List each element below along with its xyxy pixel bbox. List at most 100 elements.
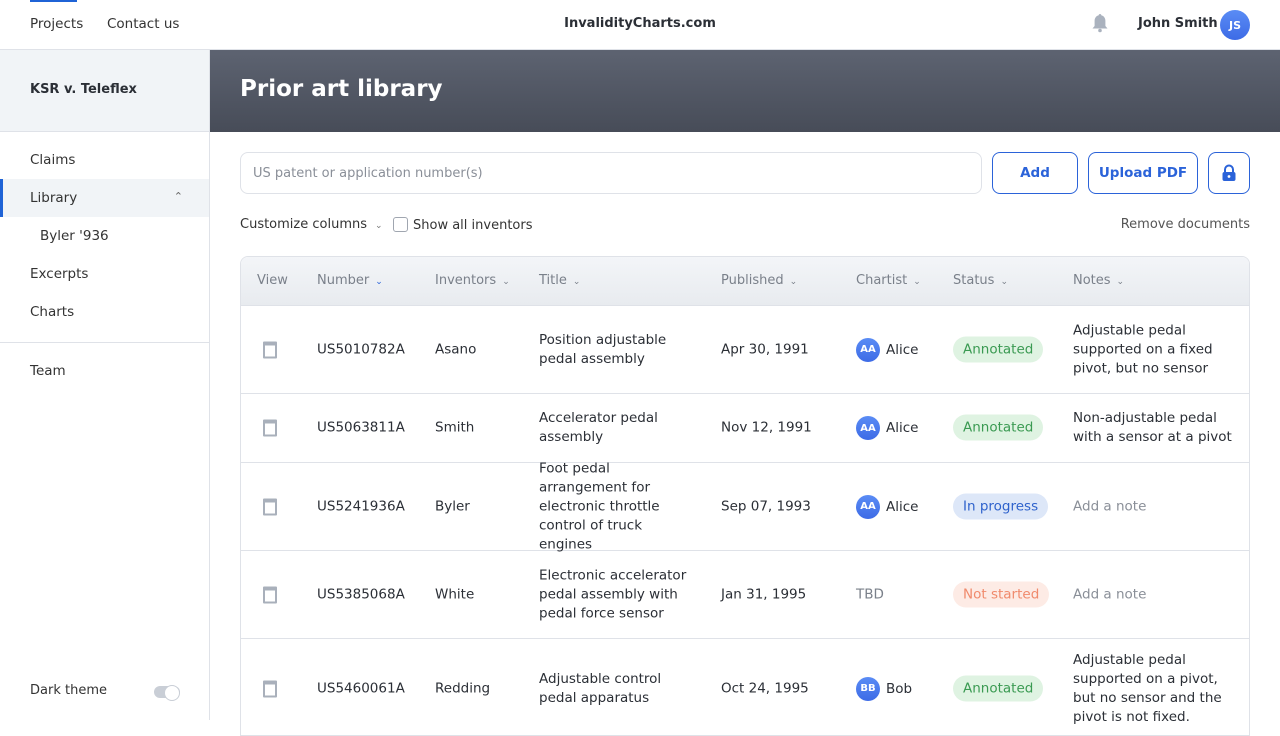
chevron-down-icon: ⌄ — [502, 277, 510, 287]
status-badge[interactable]: Annotated — [953, 675, 1044, 701]
chartist-avatar: AA — [856, 337, 880, 362]
column-header-label: Notes — [1073, 273, 1111, 288]
inventors-cell: Byler — [435, 498, 470, 514]
customize-columns-dropdown[interactable]: Customize columns ⌄ — [240, 217, 383, 232]
document-icon[interactable] — [263, 341, 277, 358]
document-icon[interactable] — [263, 586, 277, 603]
column-header-notes[interactable]: Notes ⌄ — [1073, 273, 1124, 288]
sidebar-item-label: Team — [30, 363, 66, 379]
chartist-cell[interactable]: AA Alice — [856, 416, 918, 440]
inventors-cell: Redding — [435, 680, 491, 696]
chartist-cell[interactable]: BB Bob — [856, 676, 912, 701]
customize-columns-label: Customize columns — [240, 217, 367, 232]
column-header-title[interactable]: Title ⌄ — [539, 273, 580, 288]
chartist-avatar: AA — [856, 416, 880, 440]
dark-theme-label: Dark theme — [30, 683, 107, 698]
lock-button[interactable] — [1208, 152, 1250, 194]
inventors-cell: White — [435, 586, 475, 602]
column-header-label: Title — [539, 273, 567, 288]
checkbox-box[interactable] — [393, 217, 408, 232]
notes-cell[interactable]: Add a note — [1073, 586, 1147, 602]
status-cell: In progress — [953, 493, 1073, 519]
column-header-label: Chartist — [856, 273, 908, 288]
view-cell[interactable] — [263, 341, 283, 358]
view-cell[interactable] — [263, 680, 283, 697]
number-cell: US5010782A — [317, 341, 405, 357]
document-icon[interactable] — [263, 680, 277, 697]
page-header: Prior art library — [210, 50, 1280, 132]
column-header-label: Status — [953, 273, 995, 288]
sidebar-item-excerpts[interactable]: Excerpts — [0, 255, 209, 293]
status-cell: Not started — [953, 581, 1073, 607]
sidebar-item-byler-936[interactable]: Byler '936 — [0, 217, 209, 255]
page-title: Prior art library — [240, 76, 443, 102]
notes-cell[interactable]: Non-adjustable pedal with a sensor at a … — [1073, 410, 1232, 445]
sidebar-item-label: Excerpts — [30, 266, 89, 282]
status-badge[interactable]: Annotated — [953, 336, 1044, 362]
published-cell: Nov 12, 1991 — [721, 419, 812, 436]
status-badge[interactable]: In progress — [953, 493, 1049, 519]
show-all-inventors-checkbox[interactable]: Show all inventors — [393, 217, 532, 233]
table-row[interactable]: US5063811A Smith Accelerator pedal assembl… — [241, 394, 1249, 463]
bell-icon[interactable] — [1091, 13, 1109, 33]
column-header-published[interactable]: Published ⌄ — [721, 273, 797, 288]
sidebar-item-label: Charts — [30, 304, 75, 320]
chartist-cell[interactable]: AA Alice — [856, 494, 918, 519]
status-cell: Annotated — [953, 675, 1073, 701]
user-avatar[interactable]: JS — [1220, 10, 1250, 40]
sidebar-item-charts[interactable]: Charts — [0, 293, 209, 331]
column-header-label: Number — [317, 273, 370, 288]
table-row[interactable]: US5460061A Redding Adjustable control peda… — [241, 639, 1249, 735]
sidebar: KSR v. Teleflex Claims Library ⌃ Byler '9… — [0, 50, 210, 720]
number-cell: US5460061A — [317, 680, 405, 696]
nav-projects[interactable]: Projects — [30, 16, 84, 32]
remove-documents-link[interactable]: Remove documents — [1120, 217, 1250, 232]
document-icon[interactable] — [263, 498, 277, 515]
column-header-status[interactable]: Status ⌄ — [953, 273, 1008, 288]
title-cell: Position adjustable pedal assembly — [539, 331, 667, 367]
sidebar-item-library[interactable]: Library ⌃ — [0, 179, 209, 217]
patent-number-input[interactable] — [240, 152, 982, 194]
published-cell: Apr 30, 1991 — [721, 341, 809, 357]
sidebar-item-team[interactable]: Team — [0, 352, 209, 390]
status-cell: Annotated — [953, 414, 1073, 441]
status-badge[interactable]: Annotated — [953, 414, 1044, 441]
column-header-label: View — [257, 273, 288, 288]
table-row[interactable]: US5010782A Asano Position adjustable pedal… — [241, 306, 1249, 394]
upload-pdf-button[interactable]: Upload PDF — [1088, 152, 1198, 194]
notes-cell[interactable]: Adjustable pedal supported on a fixed pi… — [1073, 322, 1213, 376]
number-cell: US5241936A — [317, 498, 405, 514]
status-badge[interactable]: Not started — [953, 581, 1050, 607]
table-row[interactable]: US5241936A Byler Foot pedal arrangement fo… — [241, 460, 1249, 552]
chevron-up-icon[interactable]: ⌃ — [173, 190, 183, 203]
dark-theme-toggle[interactable] — [154, 685, 180, 701]
prior-art-table: View Number ⌄ Inventors ⌄ Title ⌄ Published ⌄ Cha… — [240, 256, 1250, 736]
table-row[interactable]: US5385068A White Electronic accelerator pe… — [241, 551, 1249, 639]
sidebar-item-label: Claims — [30, 152, 76, 168]
view-cell[interactable] — [263, 586, 283, 603]
project-name: KSR v. Teleflex — [0, 50, 209, 132]
title-cell: Adjustable control pedal apparatus — [539, 670, 662, 706]
chartist-cell[interactable]: TBD — [856, 586, 884, 602]
user-name[interactable]: John Smith — [1138, 16, 1218, 31]
chartist-cell[interactable]: AA Alice — [856, 337, 918, 362]
notes-cell[interactable]: Adjustable pedal supported on a pivot, b… — [1073, 651, 1222, 725]
inventors-cell: Smith — [435, 419, 475, 436]
chevron-down-icon: ⌄ — [375, 221, 383, 231]
view-cell[interactable] — [263, 419, 283, 437]
sidebar-item-label: Byler '936 — [40, 228, 109, 244]
column-header-label: Published — [721, 273, 784, 288]
document-icon[interactable] — [263, 419, 277, 437]
column-header-inventors[interactable]: Inventors ⌄ — [435, 273, 510, 288]
column-header-chartist[interactable]: Chartist ⌄ — [856, 273, 921, 288]
view-cell[interactable] — [263, 498, 283, 515]
notes-cell[interactable]: Add a note — [1073, 498, 1147, 514]
chartist-avatar: BB — [856, 676, 880, 701]
published-cell: Sep 07, 1993 — [721, 498, 811, 514]
sidebar-item-claims[interactable]: Claims — [0, 141, 209, 179]
nav-contact-us[interactable]: Contact us — [107, 16, 180, 32]
column-header-number[interactable]: Number ⌄ — [317, 273, 383, 288]
chevron-down-icon: ⌄ — [913, 277, 921, 287]
add-button[interactable]: Add — [992, 152, 1078, 194]
chevron-down-icon: ⌄ — [572, 277, 581, 287]
